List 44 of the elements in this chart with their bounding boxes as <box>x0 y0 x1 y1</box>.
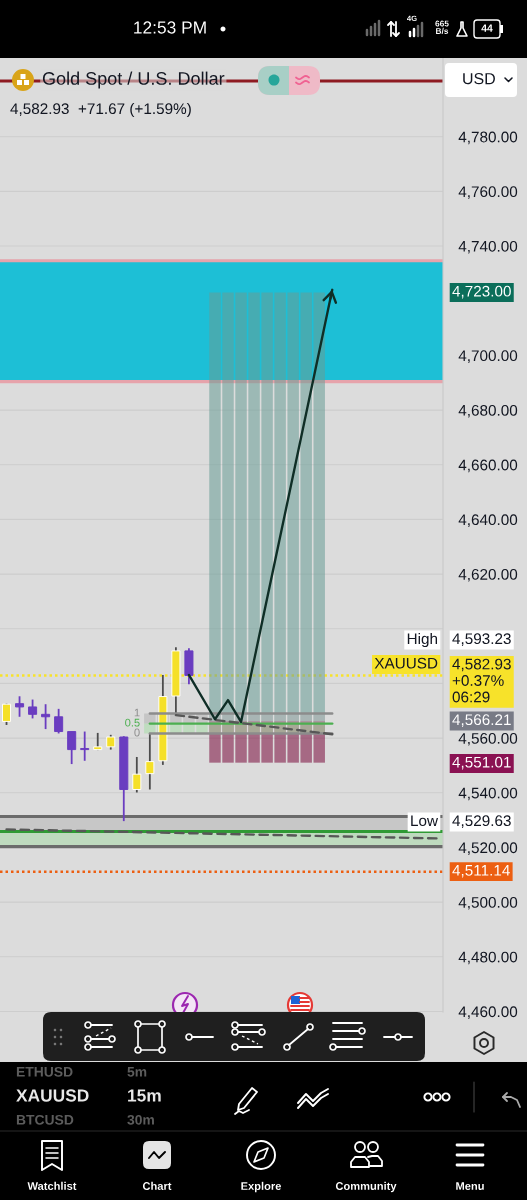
text: Gold Spot / U.S. Dollar <box>42 71 225 89</box>
y-tick-label: 4,780.00 <box>458 131 518 145</box>
annotation: Low <box>411 815 439 827</box>
text: 44 <box>481 24 493 32</box>
y-tick-label: 4,680.00 <box>458 404 518 418</box>
y-tick-label: 4,560.00 <box>458 732 518 746</box>
text: USD <box>463 72 495 85</box>
text: 665 B/s <box>435 20 449 35</box>
y-tick-label: 4,520.00 <box>458 842 518 855</box>
text: 15m <box>128 1089 161 1102</box>
text: Chart <box>142 1181 172 1190</box>
text: 4,529.63 <box>452 815 511 828</box>
series-label: 1 <box>134 708 140 717</box>
text: 4,566.21 <box>452 714 511 727</box>
text: 30m <box>127 1114 154 1125</box>
text: 4,582.93 +71.67 (+1.59%) <box>10 102 191 118</box>
text: 4,723.00 <box>452 285 511 299</box>
y-tick-label: 4,540.00 <box>458 787 518 801</box>
text: 12:53 PM <box>134 21 206 34</box>
series-label: 0.5 <box>125 718 140 727</box>
ref-line-label: 4,511.14 <box>452 865 510 878</box>
text: Community <box>335 1181 397 1193</box>
text: ETHUSD <box>16 1066 73 1077</box>
y-tick-label: 4,500.00 <box>458 896 518 910</box>
series-label: 0 <box>134 728 140 737</box>
text: Explore <box>241 1181 281 1193</box>
y-tick-label: 4,700.00 <box>458 350 518 363</box>
text: 4,593.23 <box>452 633 511 646</box>
y-tick-label: 4,660.00 <box>458 459 518 473</box>
y-tick-label: 4,480.00 <box>458 951 518 965</box>
text: Watchlist <box>27 1181 77 1190</box>
text: 5m <box>127 1067 147 1077</box>
ref-line-label: 4,582.93 +0.37% 06:29 <box>452 658 511 703</box>
y-tick-label: 4,640.00 <box>458 514 518 527</box>
text: Menu <box>456 1182 484 1190</box>
y-tick-label: 4,460.00 <box>458 1006 518 1019</box>
y-tick-label: 4,740.00 <box>458 240 518 254</box>
text: XAUUSD <box>16 1089 89 1102</box>
annotation: High <box>407 632 438 648</box>
y-tick-label: 4,760.00 <box>458 186 518 199</box>
y-tick-label: 4,620.00 <box>458 568 518 582</box>
text: 4,551.01 <box>452 756 511 770</box>
annotation: XAUUSD <box>374 657 438 669</box>
text: BTCUSD <box>16 1114 74 1125</box>
